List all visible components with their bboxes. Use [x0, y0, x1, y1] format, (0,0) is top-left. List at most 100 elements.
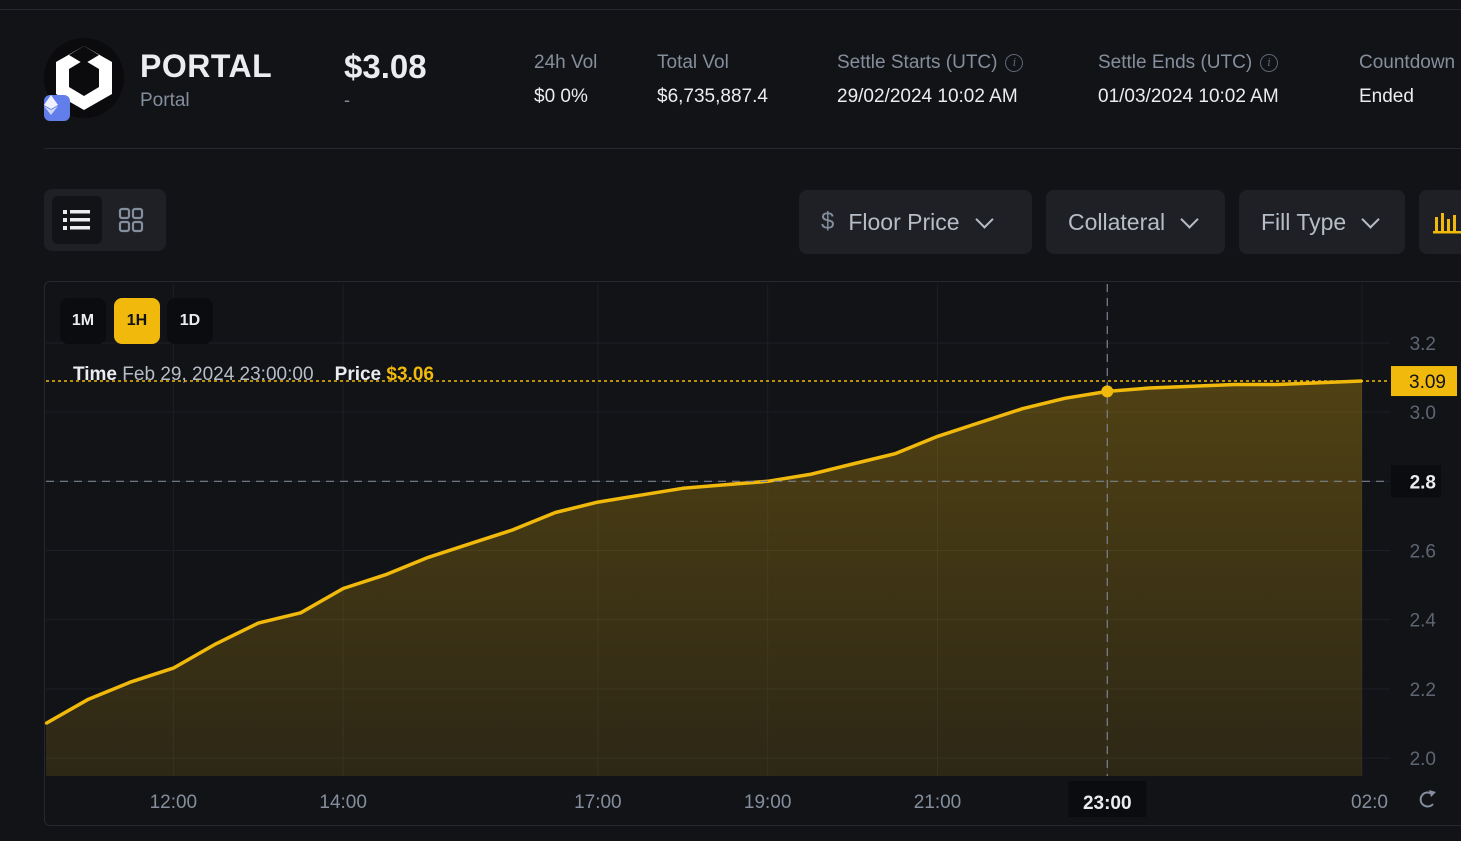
chart-panel [44, 281, 1461, 826]
collateral-dropdown[interactable]: Collateral [1046, 190, 1225, 254]
stat-label: Settle Starts (UTC) [837, 52, 998, 73]
data-point [1275, 383, 1279, 386]
stat-label: Total Vol [657, 52, 729, 73]
y-tick-label: 3.2 [1410, 334, 1436, 355]
token-subname: Portal [140, 90, 190, 111]
x-tick-label: 19:00 [744, 792, 792, 813]
x-tick-label: 02:0 [1351, 792, 1388, 813]
crosshair-x-label: 23:00 [1083, 793, 1132, 814]
timeframe-1d[interactable]: 1D [167, 298, 213, 344]
refresh-icon[interactable] [1419, 790, 1436, 808]
price-area [46, 381, 1362, 776]
market-header: PORTAL Portal $3.08 - 24h Vol $0 0% Tota… [44, 38, 1461, 149]
data-point [808, 473, 812, 476]
grid-view-button[interactable] [106, 196, 156, 244]
data-point [87, 698, 90, 701]
data-point [1190, 385, 1194, 388]
data-point [129, 680, 133, 684]
data-point [44, 722, 48, 725]
crosshair-x-badge [1068, 781, 1147, 817]
list-icon [63, 210, 90, 230]
token-name: PORTAL [140, 48, 273, 84]
data-point [851, 462, 854, 466]
data-point [214, 642, 218, 646]
stat-countdown: Countdown Ended [1359, 52, 1455, 108]
data-point [1233, 383, 1236, 386]
stat-label: 24h Vol [534, 52, 598, 73]
dropdown-label: Fill Type [1261, 208, 1347, 235]
data-point [299, 611, 302, 614]
data-point [257, 621, 260, 625]
stat-total-vol: Total Vol $6,735,887.4 [657, 52, 768, 108]
crosshair-point [1101, 385, 1114, 398]
y-tick-label: 3.0 [1410, 403, 1436, 424]
chart-type-button[interactable] [1419, 190, 1461, 254]
x-tick-label: 12:00 [150, 792, 198, 813]
x-tick-label: 14:00 [319, 792, 367, 813]
data-point [596, 500, 600, 504]
data-point [172, 666, 175, 670]
x-tick-label: 17:00 [574, 792, 622, 813]
stat-settle-ends: Settle Ends (UTC) i 01/03/2024 10:02 AM [1098, 52, 1279, 108]
stat-24h-vol: 24h Vol $0 0% [534, 52, 597, 108]
current-price-badge [1391, 366, 1457, 397]
data-point [1318, 381, 1321, 384]
x-tick-label: 21:00 [914, 792, 962, 813]
y-tick-label: 2.4 [1410, 611, 1437, 632]
stat-value: 29/02/2024 10:02 AM [837, 86, 1018, 107]
y-tick-label: 2.2 [1410, 680, 1436, 701]
dropdown-label: Collateral [1068, 208, 1166, 235]
fill-type-dropdown[interactable]: Fill Type [1239, 190, 1405, 254]
y-tick-label: 2.6 [1410, 542, 1436, 563]
portal-logo [44, 38, 124, 121]
data-point [554, 511, 557, 514]
tooltip-time-value: Feb 29, 2024 23:00:00 [122, 364, 314, 385]
data-point [1063, 397, 1067, 400]
data-point [936, 435, 939, 438]
stat-settle-starts: Settle Starts (UTC) i 29/02/2024 10:02 AM [837, 52, 1024, 108]
crosshair-y-badge [1391, 465, 1441, 498]
timeframe-1m[interactable]: 1M [60, 298, 106, 344]
current-price-label: 3.09 [1409, 372, 1446, 393]
data-point [426, 556, 430, 559]
data-point [469, 542, 472, 545]
tooltip-price-label: Price [334, 364, 382, 385]
top-divider [0, 9, 1461, 10]
data-point [384, 573, 387, 576]
data-point [511, 528, 515, 531]
stat-value: $0 0% [534, 86, 588, 107]
floor-price-dropdown[interactable]: $ Floor Price [799, 190, 1032, 254]
tooltip-time-label: Time [73, 364, 118, 385]
dollar-icon: $ [821, 208, 835, 235]
stat-value: Ended [1359, 86, 1414, 107]
dropdown-label: Floor Price [848, 208, 960, 235]
candlestick-icon [1433, 213, 1461, 234]
data-point [639, 493, 642, 497]
price-change: - [344, 90, 350, 110]
list-view-button[interactable] [52, 196, 102, 244]
grid-icon [118, 207, 144, 233]
info-icon[interactable]: i [1005, 54, 1024, 72]
ethereum-icon [44, 95, 70, 121]
data-point [681, 487, 684, 490]
stat-value: 01/03/2024 10:02 AM [1098, 86, 1279, 107]
last-price: $3.08 [344, 48, 427, 85]
info-icon[interactable]: i [1260, 54, 1279, 72]
stat-value: $6,735,887.4 [657, 86, 768, 107]
tooltip-price-value: $3.06 [386, 364, 434, 385]
timeframe-1h[interactable]: 1H [114, 298, 160, 344]
data-point [1148, 386, 1151, 390]
crosshair-y-label: 2.8 [1410, 472, 1436, 493]
stat-label: Countdown [1359, 52, 1456, 73]
y-tick-label: 2.0 [1410, 749, 1436, 770]
data-point [724, 483, 727, 486]
crosshair-tooltip: Time Feb 29, 2024 23:00:00 Price $3.06 [73, 364, 434, 386]
data-point [978, 421, 982, 424]
price-line [45, 379, 1363, 725]
stat-label: Settle Ends (UTC) [1098, 52, 1253, 73]
data-point [341, 587, 345, 590]
data-point [1021, 407, 1024, 410]
data-point [893, 452, 897, 455]
view-toggle [44, 189, 166, 251]
